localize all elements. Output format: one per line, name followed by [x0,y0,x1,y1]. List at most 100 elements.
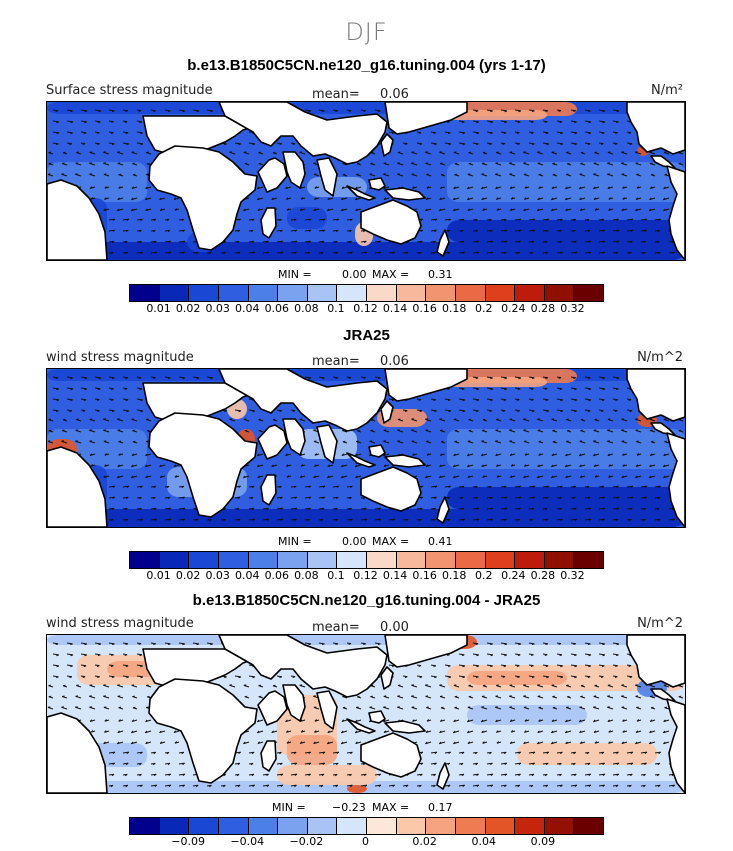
colorbar-swatch [248,552,279,568]
colorbar-tick-label: 0.2 [475,569,493,582]
colorbar-swatch [130,818,160,834]
colorbar-tick-label: 0.06 [264,302,290,315]
panel-3-map-svg [47,635,685,793]
colorbar-swatch [248,818,279,834]
colorbar-tick-label: 0.14 [382,302,408,315]
colorbar-tick-label: 0.18 [441,302,467,315]
colorbar-tick-label: 0.04 [235,302,260,315]
colorbar-tick-label: 0.1 [327,302,345,315]
panel-2-map-svg [47,369,685,527]
colorbar-swatch [515,818,545,834]
colorbar-tick-label: 0.02 [412,835,437,848]
colorbar-tick-label: 0.02 [175,569,201,582]
panel-1-mean-value: 0.06 [380,87,409,102]
panel-2-min-value: 0.00 [342,535,367,548]
panel-3-colorbar-ticks: −0.09 −0.04 −0.02 0 0.02 0.04 0.09 [129,835,604,849]
colorbar-swatch [455,552,486,568]
colorbar-swatch [515,285,545,301]
colorbar-tick-label: 0.01 [146,569,171,582]
colorbar-swatch [367,285,397,301]
colorbar-swatch [544,552,575,568]
colorbar-swatch [396,552,427,568]
colorbar-tick-label: −0.09 [171,835,205,848]
panel-1-variable-label: Surface stress magnitude [46,83,213,98]
colorbar-tick-label: 0.32 [560,569,585,582]
panel-3-units: N/m^2 [637,616,683,631]
panel-3-title: b.e13.B1850C5CN.ne120_g16.tuning.004 - J… [192,592,541,609]
panel-3-map [46,634,686,794]
colorbar-tick-label: 0.24 [501,302,526,315]
colorbar-tick-label: 0.28 [530,569,556,582]
colorbar-tick-label: 0.03 [205,302,230,315]
panel-1-units: N/m² [651,83,683,98]
colorbar-swatch [455,285,486,301]
colorbar-swatch [189,818,219,834]
colorbar-tick-label: 0.2 [475,302,493,315]
panel-1-mean-label: mean= [312,87,360,102]
panel-2-variable-label: wind stress magnitude [46,350,194,365]
colorbar-swatch [485,818,516,834]
season-title: DJF [345,18,388,46]
panel-3-min-label: MIN = [272,801,306,814]
panel-2-mean-label: mean= [312,354,360,369]
colorbar-tick-label: 0.12 [353,302,378,315]
colorbar-swatch [278,818,308,834]
colorbar-tick-label: −0.04 [230,835,265,848]
colorbar-tick-label: 0.08 [294,569,319,582]
colorbar-swatch [278,285,308,301]
colorbar-tick-label: 0.06 [264,569,290,582]
colorbar-tick-label: 0.28 [530,302,556,315]
panel-1-map-svg [47,102,685,260]
colorbar-tick-label: 0.32 [560,302,585,315]
panel-2-units: N/m^2 [637,350,683,365]
colorbar-swatch [426,552,456,568]
colorbar-swatch [485,285,516,301]
colorbar-swatch [426,285,456,301]
colorbar-swatch [189,552,219,568]
colorbar-swatch [248,285,279,301]
panel-2-min-label: MIN = [278,535,312,548]
panel-2-colorbar-ticks: 0.01 0.02 0.03 0.04 0.06 0.08 0.1 0.12 0.14 0.16 0… [129,569,604,583]
colorbar-tick-label: 0.01 [146,302,171,315]
colorbar-swatch [337,818,367,834]
panel-3-mean-label: mean= [312,620,360,635]
colorbar-tick-label: 0.24 [501,569,526,582]
colorbar-tick-label: 0 [362,835,369,848]
colorbar-swatch [367,552,397,568]
colorbar-swatch [544,818,575,834]
colorbar-swatch [307,285,338,301]
colorbar-swatch [485,552,516,568]
panel-1-map [46,101,686,261]
colorbar-swatch [515,552,545,568]
panel-2-max-value: 0.41 [428,535,453,548]
panel-1-colorbar-ticks: 0.01 0.02 0.03 0.04 0.06 0.08 0.1 0.12 0.14 0.16 0… [129,302,604,316]
colorbar-swatch [159,552,190,568]
colorbar-swatch [455,818,486,834]
panel-2-title: JRA25 [343,327,390,344]
colorbar-tick-label: 0.09 [530,835,556,848]
colorbar-swatch [159,818,190,834]
colorbar-swatch [307,552,338,568]
colorbar-tick-label: 0.18 [441,569,467,582]
colorbar-swatch [307,818,338,834]
colorbar-swatch [574,285,603,301]
colorbar-swatch [130,552,160,568]
colorbar-swatch [218,552,249,568]
colorbar-swatch [218,285,249,301]
colorbar-swatch [130,285,160,301]
panel-1-max-value: 0.31 [428,268,453,281]
colorbar-tick-label: 0.16 [412,569,437,582]
colorbar-tick-label: 0.04 [235,569,260,582]
colorbar-tick-label: 0.04 [471,835,497,848]
colorbar-swatch [396,285,427,301]
colorbar-tick-label: −0.02 [289,835,324,848]
colorbar-swatch [337,552,367,568]
colorbar-swatch [278,552,308,568]
panel-1-min-label: MIN = [278,268,312,281]
panel-1-colorbar [129,284,604,302]
colorbar-swatch [337,285,367,301]
colorbar-swatch [189,285,219,301]
panel-3-min-value: −0.23 [332,801,366,814]
panel-1-min-value: 0.00 [342,268,367,281]
colorbar-tick-label: 0.12 [353,569,378,582]
